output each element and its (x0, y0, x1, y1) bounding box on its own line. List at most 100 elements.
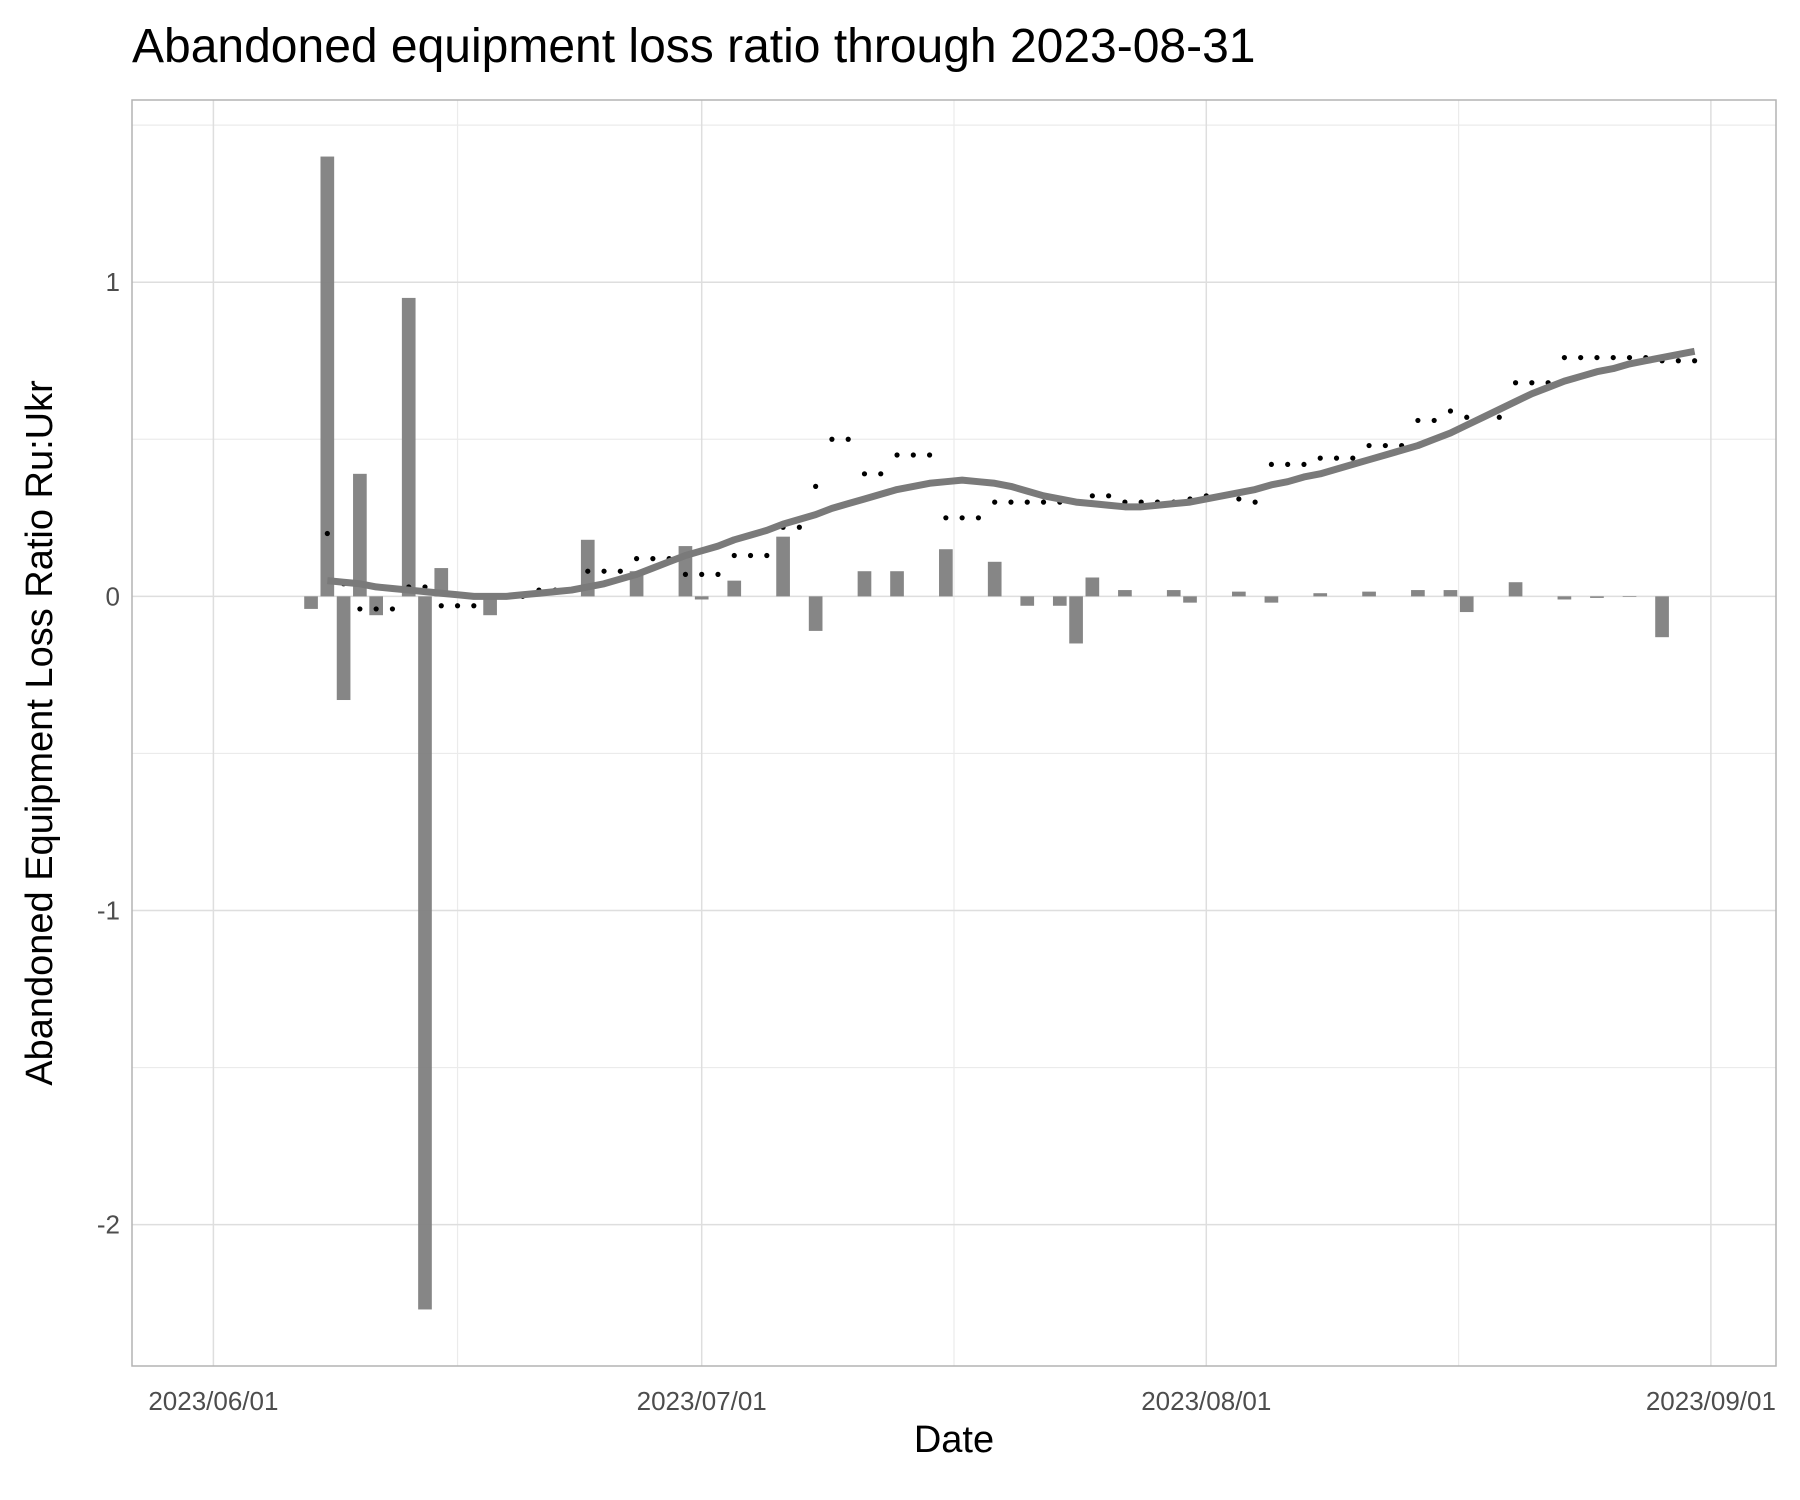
x-tick-label: 2023/08/01 (1141, 1386, 1271, 1416)
point (764, 552, 770, 559)
point (1496, 414, 1502, 420)
point (699, 571, 705, 577)
point (1431, 417, 1437, 424)
bar (369, 596, 383, 616)
bar (727, 580, 742, 597)
bar (304, 596, 318, 609)
point (796, 524, 802, 530)
bar (1622, 596, 1637, 597)
bar (694, 596, 709, 600)
point (1692, 358, 1698, 364)
x-tick-label: 2023/06/01 (148, 1386, 278, 1416)
bar (418, 596, 432, 1310)
bar (401, 297, 416, 597)
point (845, 436, 851, 442)
bar (987, 561, 1002, 597)
point (1594, 354, 1600, 361)
bar (580, 539, 595, 597)
bar (1232, 591, 1246, 597)
bar (1557, 596, 1572, 600)
point (894, 452, 900, 458)
grid (132, 100, 1776, 1366)
point (1626, 354, 1633, 361)
bar (1313, 593, 1328, 597)
plot-area (304, 156, 1698, 1310)
bar (353, 473, 367, 597)
bar (1183, 596, 1197, 603)
panel-border (131, 99, 1777, 1367)
point (1447, 408, 1454, 414)
point (1268, 461, 1275, 468)
bar (1655, 596, 1669, 638)
point (715, 571, 721, 577)
point (471, 603, 477, 609)
bar (320, 156, 335, 597)
bar (890, 571, 904, 597)
point (1089, 493, 1095, 499)
point (357, 606, 363, 612)
point (438, 603, 444, 609)
smooth-line (326, 347, 1696, 600)
y-axis-title: Abandoned Equipment Loss Ratio Ru:Ukr (19, 380, 61, 1086)
bar (1085, 577, 1100, 597)
point (861, 471, 868, 477)
point (1366, 442, 1372, 449)
bar (1459, 596, 1474, 613)
point (617, 568, 623, 574)
point (829, 436, 835, 442)
point (731, 552, 737, 559)
point (943, 515, 949, 521)
bar (939, 549, 953, 597)
bar (434, 568, 449, 597)
point (1578, 354, 1584, 361)
bar (1264, 596, 1279, 603)
point (926, 452, 933, 458)
y-tick-label: 1 (106, 267, 120, 297)
point (1464, 414, 1470, 420)
point (813, 483, 819, 489)
point (1561, 354, 1567, 361)
point (1610, 354, 1616, 361)
point (1040, 499, 1047, 505)
x-tick-label: 2023/09/01 (1646, 1386, 1776, 1416)
point (650, 556, 656, 562)
bar (1052, 596, 1067, 606)
x-tick-label: 2023/07/01 (637, 1386, 767, 1416)
point (454, 603, 461, 609)
bar (336, 596, 351, 701)
point (910, 452, 916, 458)
point (1333, 455, 1340, 461)
point (1252, 499, 1258, 505)
point (1350, 455, 1356, 461)
point (682, 571, 689, 577)
bar (1508, 582, 1523, 597)
point (1382, 442, 1388, 449)
point (601, 568, 607, 574)
point (747, 552, 754, 559)
bar (1020, 596, 1035, 606)
bar (808, 596, 823, 631)
bar (857, 571, 872, 597)
y-tick-label: -2 (97, 1210, 120, 1240)
point (1024, 499, 1030, 505)
point (389, 606, 396, 612)
point (1301, 461, 1307, 468)
point (324, 530, 330, 537)
point (1675, 358, 1681, 364)
bar (1118, 590, 1132, 597)
bar (1590, 596, 1604, 598)
point (1106, 493, 1112, 499)
bar (1443, 590, 1458, 597)
point (975, 515, 982, 521)
bar (483, 596, 497, 616)
point (1285, 461, 1291, 468)
point (1512, 380, 1519, 386)
point (1529, 380, 1535, 386)
bar (1362, 591, 1376, 597)
point (585, 568, 591, 574)
point (1236, 496, 1242, 502)
bar (1411, 590, 1425, 597)
chart-title: Abandoned equipment loss ratio through 2… (132, 20, 1255, 73)
